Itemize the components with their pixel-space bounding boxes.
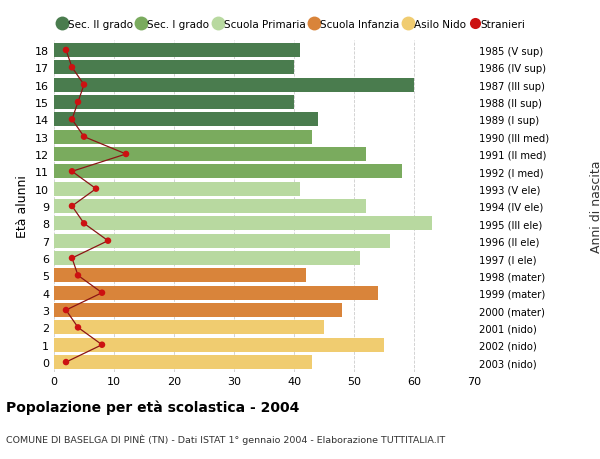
Point — [121, 151, 131, 158]
Text: Popolazione per età scolastica - 2004: Popolazione per età scolastica - 2004 — [6, 399, 299, 414]
Bar — [54, 44, 300, 58]
Y-axis label: Età alunni: Età alunni — [16, 175, 29, 238]
Legend: Sec. II grado, Sec. I grado, Scuola Primaria, Scuola Infanzia, Asilo Nido, Stran: Sec. II grado, Sec. I grado, Scuola Prim… — [59, 20, 526, 29]
Point — [97, 341, 107, 349]
Bar — [54, 338, 384, 352]
Point — [73, 99, 83, 106]
Point — [67, 168, 77, 176]
Point — [79, 220, 89, 228]
Point — [97, 289, 107, 297]
Point — [67, 203, 77, 210]
Text: Anni di nascita: Anni di nascita — [590, 160, 600, 253]
Point — [61, 47, 71, 55]
Bar — [54, 286, 378, 300]
Bar — [54, 95, 294, 110]
Bar — [54, 303, 342, 318]
Point — [61, 358, 71, 366]
Point — [67, 64, 77, 72]
Bar — [54, 130, 312, 145]
Text: COMUNE DI BASELGA DI PINÈ (TN) - Dati ISTAT 1° gennaio 2004 - Elaborazione TUTTI: COMUNE DI BASELGA DI PINÈ (TN) - Dati IS… — [6, 434, 445, 444]
Point — [61, 307, 71, 314]
Point — [73, 272, 83, 280]
Bar — [54, 320, 324, 335]
Point — [103, 237, 113, 245]
Point — [73, 324, 83, 331]
Point — [67, 255, 77, 262]
Bar — [54, 61, 294, 75]
Bar — [54, 165, 402, 179]
Bar — [54, 200, 366, 213]
Bar — [54, 182, 300, 196]
Bar — [54, 217, 432, 231]
Bar — [54, 113, 318, 127]
Bar — [54, 355, 312, 369]
Bar — [54, 269, 306, 283]
Bar — [54, 252, 360, 266]
Point — [67, 117, 77, 124]
Bar — [54, 234, 390, 248]
Point — [79, 82, 89, 89]
Bar — [54, 147, 366, 162]
Point — [79, 134, 89, 141]
Point — [91, 185, 101, 193]
Bar — [54, 78, 414, 93]
